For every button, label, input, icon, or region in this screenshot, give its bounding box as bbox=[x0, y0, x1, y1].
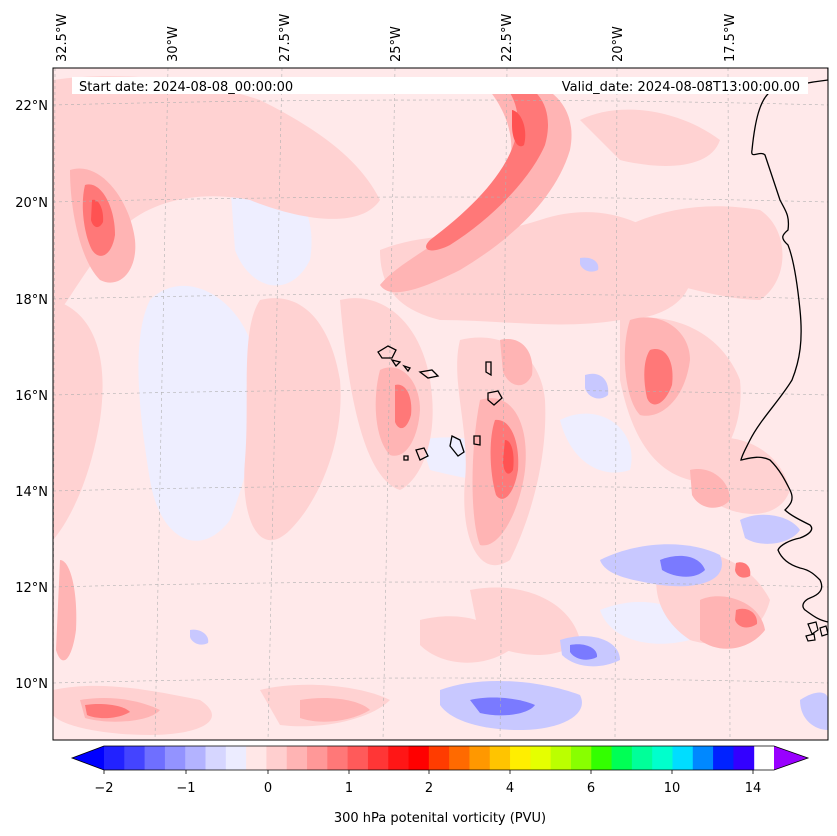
colorbar-segment bbox=[307, 746, 328, 770]
colorbar-title: 300 hPa potenital vorticity (PVU) bbox=[334, 811, 546, 826]
colorbar-segment bbox=[185, 746, 207, 770]
lat-label-22n: 22°N bbox=[15, 99, 48, 114]
africa-coastline bbox=[740, 68, 828, 623]
colorbar-segment bbox=[672, 746, 694, 770]
cb-tick-label: 1 bbox=[345, 781, 353, 796]
colorbar-segment bbox=[367, 746, 389, 770]
positive-pv-peak bbox=[91, 110, 526, 474]
map-frame bbox=[52, 67, 829, 741]
colorbar-segment bbox=[327, 746, 349, 770]
header-bar bbox=[72, 77, 808, 94]
negative-pv-high bbox=[470, 555, 705, 716]
colorbar-segment bbox=[469, 746, 491, 770]
colorbar-segment bbox=[591, 746, 613, 770]
valid-date-label: Valid_date: 2024-08-08T13:00:00.00 bbox=[562, 80, 800, 95]
colorbar-segment bbox=[611, 746, 633, 770]
colorbar-segment bbox=[266, 746, 288, 770]
colorbar-segment bbox=[733, 746, 755, 770]
lat-label-18n: 18°N bbox=[15, 293, 48, 308]
colorbar-segment bbox=[631, 746, 653, 770]
lat-label-20n: 20°N bbox=[15, 196, 48, 211]
lat-label-16n: 16°N bbox=[15, 389, 48, 404]
colorbar-segment bbox=[489, 746, 511, 770]
colorbar-tick-labels: −2 −1 0 1 2 4 6 10 14 bbox=[94, 781, 761, 796]
cb-tick-label: 4 bbox=[506, 781, 514, 796]
colorbar-segment bbox=[246, 746, 267, 770]
colorbar-segment bbox=[388, 746, 410, 770]
cb-tick-label: 10 bbox=[664, 781, 681, 796]
cb-tick-label: 6 bbox=[587, 781, 595, 796]
colorbar-segment bbox=[347, 746, 369, 770]
pv-field: Start date: 2024-08-08_00:00:00 Valid_da… bbox=[53, 68, 828, 740]
colorbar-segment bbox=[144, 746, 166, 770]
lat-label-12n: 12°N bbox=[15, 581, 48, 596]
start-date-label: Start date: 2024-08-08_00:00:00 bbox=[79, 80, 293, 95]
colorbar-segment bbox=[692, 746, 714, 770]
lat-label-14n: 14°N bbox=[15, 485, 48, 500]
cb-tick-label: 2 bbox=[425, 781, 433, 796]
cb-tick-label: −2 bbox=[94, 781, 113, 796]
colorbar-segment bbox=[104, 746, 125, 770]
colorbar-segment bbox=[530, 746, 552, 770]
lon-label-20w: 20°W bbox=[611, 26, 626, 62]
colorbar-segments bbox=[104, 746, 755, 770]
colorbar-outline bbox=[70, 745, 810, 771]
lat-label-10n: 10°N bbox=[15, 677, 48, 692]
guinea-bissau-islands bbox=[805, 621, 828, 642]
cape-verde-islands bbox=[377, 345, 503, 461]
cb-tick-label: 0 bbox=[264, 781, 272, 796]
longitude-labels: 32.5°W 30°W 27.5°W 25°W 22.5°W 20°W 17.5… bbox=[55, 14, 738, 62]
colorbar-segment bbox=[713, 746, 734, 770]
colorbar-segment bbox=[449, 746, 470, 770]
colorbar-segment bbox=[286, 746, 308, 770]
colorbar-min-extend bbox=[72, 746, 104, 770]
colorbar-segment bbox=[652, 746, 673, 770]
colorbar-segment bbox=[428, 746, 450, 770]
cb-tick-label: −1 bbox=[176, 781, 195, 796]
graticule bbox=[53, 68, 828, 740]
colorbar-segment bbox=[510, 746, 531, 770]
cb-tick-label: 14 bbox=[745, 781, 762, 796]
colorbar-segment bbox=[225, 746, 247, 770]
lon-label-25w: 25°W bbox=[389, 26, 404, 62]
colorbar-segment bbox=[408, 746, 430, 770]
lon-label-22-5w: 22.5°W bbox=[500, 14, 515, 62]
colorbar-segment bbox=[550, 746, 572, 770]
lon-label-30w: 30°W bbox=[166, 26, 181, 62]
colorbar-segment bbox=[124, 746, 146, 770]
colorbar-max-extend bbox=[774, 746, 808, 770]
lon-label-32-5w: 32.5°W bbox=[55, 14, 70, 62]
colorbar-ticks bbox=[103, 770, 754, 774]
lon-label-17-5w: 17.5°W bbox=[723, 14, 738, 62]
lon-label-27-5w: 27.5°W bbox=[278, 14, 293, 62]
latitude-labels: 22°N 20°N 18°N 16°N 14°N 12°N 10°N bbox=[15, 99, 48, 692]
colorbar-segment bbox=[570, 746, 592, 770]
colorbar-segment bbox=[205, 746, 227, 770]
colorbar-segment bbox=[164, 746, 186, 770]
colorbar: −2 −1 0 1 2 4 6 10 14 300 hPa potenital … bbox=[70, 745, 810, 826]
